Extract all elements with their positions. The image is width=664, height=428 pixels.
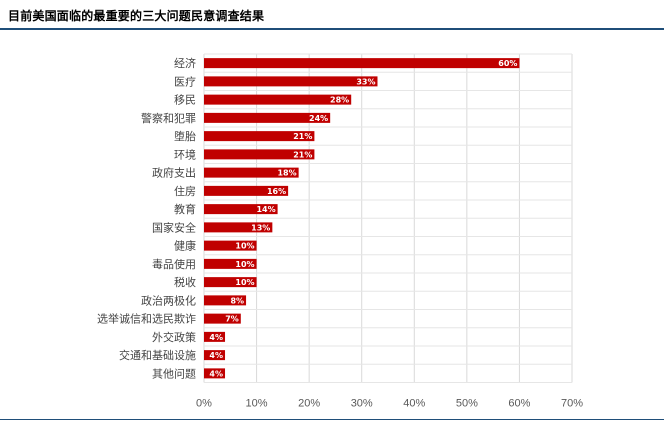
bar bbox=[204, 167, 299, 178]
data-label: 10% bbox=[235, 278, 254, 287]
category-label: 移民 bbox=[174, 94, 196, 107]
bar bbox=[204, 240, 257, 251]
bar bbox=[204, 350, 226, 361]
category-label: 外交政策 bbox=[152, 330, 196, 344]
x-tick-label: 70% bbox=[561, 398, 583, 410]
category-label: 毒品使用 bbox=[152, 258, 196, 271]
bar bbox=[204, 185, 289, 196]
category-label: 其他问题 bbox=[152, 367, 196, 380]
bar bbox=[204, 112, 331, 123]
footer-rule bbox=[0, 419, 664, 420]
category-label: 税收 bbox=[174, 275, 196, 289]
gridlines bbox=[203, 53, 573, 383]
category-label: 政府支出 bbox=[152, 166, 196, 180]
bar bbox=[204, 94, 352, 105]
bar bbox=[204, 295, 247, 306]
category-label: 选举诚信和选民欺诈 bbox=[97, 312, 196, 326]
data-label: 10% bbox=[235, 260, 254, 269]
category-label: 教育 bbox=[174, 202, 196, 216]
x-tick-label: 40% bbox=[403, 398, 425, 410]
bar bbox=[204, 258, 257, 269]
value-labels: 60% 33% 28%24% 21% 21% 18% 16% 14% 13% 10% 10% 10% 8… bbox=[209, 59, 517, 378]
data-label: 28% bbox=[330, 96, 349, 105]
x-tick-label: 60% bbox=[508, 398, 530, 410]
title-underline bbox=[0, 28, 664, 30]
category-label: 堕胎 bbox=[174, 129, 196, 143]
category-label: 健康 bbox=[174, 239, 196, 253]
data-label: 24% bbox=[309, 114, 328, 123]
data-label: 10% bbox=[235, 242, 254, 251]
data-label: 14% bbox=[256, 205, 275, 214]
bar bbox=[204, 277, 257, 288]
data-label: 33% bbox=[356, 77, 375, 86]
category-label: 医疗 bbox=[174, 74, 196, 88]
data-label: 18% bbox=[277, 169, 296, 178]
data-label: 60% bbox=[498, 59, 517, 68]
category-label: 警察和犯罪 bbox=[141, 111, 196, 125]
bar bbox=[204, 76, 378, 87]
data-label: 21% bbox=[293, 150, 312, 159]
category-label: 政治两极化 bbox=[141, 293, 196, 307]
bar bbox=[204, 149, 315, 160]
category-label: 经济 bbox=[174, 56, 196, 70]
data-label: 8% bbox=[230, 296, 244, 305]
bar bbox=[204, 368, 226, 379]
x-tick-label: 50% bbox=[456, 398, 478, 410]
x-tick-label: 20% bbox=[298, 398, 320, 410]
bar bbox=[204, 58, 520, 69]
bar bbox=[204, 313, 241, 324]
category-labels: 经济医疗移民警察和犯罪堕胎环境政府支出住房教育国家安全健康毒品使用税收政治两极化… bbox=[97, 56, 196, 380]
bar bbox=[204, 331, 226, 342]
data-label: 13% bbox=[251, 223, 270, 232]
category-label: 交通和基础设施 bbox=[119, 348, 196, 362]
data-label: 4% bbox=[209, 369, 223, 378]
category-label: 环境 bbox=[174, 147, 196, 161]
bar bbox=[204, 222, 273, 233]
x-tick-label: 10% bbox=[246, 398, 268, 410]
bar bbox=[204, 204, 278, 215]
x-tick-label: 0% bbox=[196, 398, 212, 410]
data-label: 7% bbox=[225, 315, 239, 324]
x-axis-ticks: 0% 10% 20% 30% 40% 50% 60% 70% bbox=[196, 398, 583, 410]
chart-title: 目前美国面临的最重要的三大问题民意调查结果 bbox=[8, 9, 265, 23]
category-label: 国家安全 bbox=[152, 220, 196, 234]
data-label: 16% bbox=[267, 187, 286, 196]
x-tick-label: 30% bbox=[351, 398, 373, 410]
bar bbox=[204, 131, 315, 142]
category-label: 住房 bbox=[174, 184, 196, 198]
bars bbox=[204, 58, 520, 379]
data-label: 4% bbox=[209, 351, 223, 360]
data-label: 21% bbox=[293, 132, 312, 141]
data-label: 4% bbox=[209, 333, 223, 342]
